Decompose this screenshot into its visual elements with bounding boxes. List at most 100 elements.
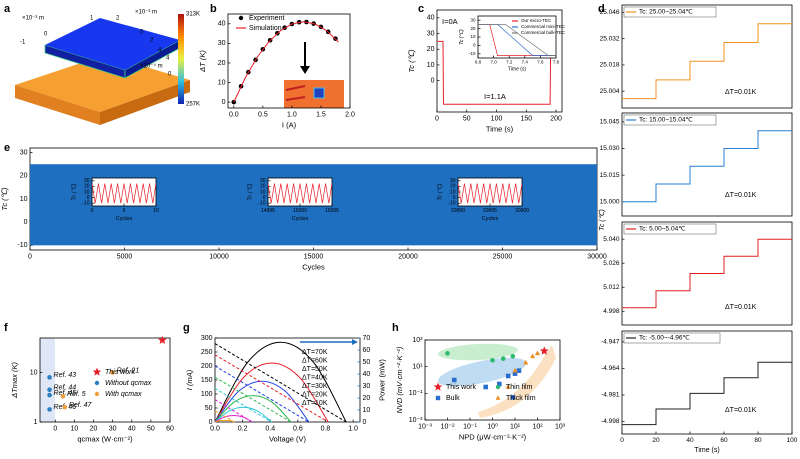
marker (60, 394, 66, 399)
x-tick-label: 7.0 (490, 59, 497, 64)
legend-label: ΔT=40K (302, 374, 328, 381)
point-label: Ref. 47 (69, 402, 93, 409)
legend-label: Our micro-TEC (521, 18, 552, 23)
y-tick-label: 250 (201, 349, 213, 356)
marker (496, 381, 502, 387)
y-tick-label: -10 (82, 201, 89, 207)
y-tick-label: 10 (30, 369, 38, 376)
y2-tick-label: 50 (363, 359, 371, 366)
panel-label: a (4, 3, 11, 15)
legend-box (623, 223, 717, 235)
y-tick-label: 30 (20, 149, 28, 156)
x-tick-label: 20 (652, 437, 660, 444)
x-axis-label: qcmax (W·cm⁻²) (77, 434, 133, 443)
x-tick-label: 0.5 (258, 111, 268, 118)
y-tick-label: 40 (427, 15, 435, 22)
x-axis-label: Cycles (482, 216, 499, 222)
thermal-image (284, 42, 344, 108)
axis-tick: 4 (166, 56, 170, 62)
y-tick-label: -4.947 (601, 339, 620, 346)
x-tick-label: 1.0 (348, 425, 358, 432)
axis-tick: 0 (168, 72, 172, 78)
x-tick-label: 10⁻¹ (463, 423, 477, 430)
legend-label: This work (446, 384, 476, 391)
x-tick-label: 1.5 (316, 111, 326, 118)
y-axis-label: NVD (mV·cm⁻²·K⁻¹) (395, 346, 404, 414)
legend-label: Thick film (506, 395, 536, 402)
x-tick-label: 14995 (261, 208, 275, 214)
y2-tick-label: 40 (363, 371, 371, 378)
legend-label: Tc: 25.00~25.04℃ (639, 9, 693, 16)
y-tick-label: 30 (84, 178, 90, 184)
axis-tick: 4 (158, 48, 162, 54)
annotation: I=0A (442, 17, 458, 26)
marker (62, 404, 68, 410)
axis-unit: ×10⁻³ m (22, 16, 44, 22)
x-axis-label: I (A) (282, 120, 297, 129)
data-line (91, 183, 157, 204)
x-tick-label: 60 (720, 437, 728, 444)
marker (512, 367, 518, 373)
data-line (214, 354, 329, 423)
axis-arrow (300, 339, 358, 345)
x-tick-label: 30000 (515, 208, 529, 214)
legend-label: Tc: 15.00~15.04℃ (639, 117, 693, 124)
y-tick-label: 50 (205, 405, 213, 412)
plot-frame (621, 4, 793, 109)
y-tick-label: 10 (427, 62, 435, 69)
legend-label: This work (105, 369, 135, 376)
y-tick-label: 10 (84, 189, 90, 195)
point-label: Ref. 21 (117, 367, 140, 374)
y-tick-label: 10 (470, 34, 476, 39)
marker (451, 377, 457, 383)
y-tick-label: 40 (218, 21, 226, 28)
point-label: Ref. 45 (54, 390, 77, 397)
y-tick-label: 30 (218, 40, 226, 47)
y-tick-label: 30 (450, 178, 456, 184)
y-tick-label: 100 (201, 391, 213, 398)
x-axis-label: NPD (μW·cm⁻²·K⁻²) (459, 432, 527, 441)
panel-label: d (598, 3, 605, 15)
x-axis-label: Time (s) (486, 124, 514, 133)
x-tick-label: 6.8 (475, 59, 482, 64)
data-line (214, 362, 329, 423)
shaded-region (40, 338, 55, 422)
data-line (622, 23, 792, 100)
marker (231, 99, 237, 105)
y-axis-label: Tc (℃) (246, 183, 253, 200)
legend-label: With qcmax (105, 391, 142, 398)
data-line (233, 21, 339, 103)
marker (47, 392, 52, 398)
plot-frame (227, 13, 351, 109)
annotation: I=1.1A (484, 92, 506, 101)
y-tick-label: 10 (20, 196, 28, 203)
y-tick-label: 15.000 (600, 199, 620, 206)
panel-label: e (4, 142, 10, 154)
legend-label: Commercial mini-TEC (521, 24, 566, 29)
y-tick-label: 5.026 (603, 260, 620, 267)
legend-label: Tc: -5.00~-4.96℃ (639, 335, 691, 342)
x-tick-label: 30 (109, 425, 117, 432)
y-tick-label: 15.045 (600, 119, 620, 126)
x-tick-label: 50 (147, 425, 155, 432)
legend-label: ΔT=60K (302, 357, 328, 364)
marker (94, 380, 100, 386)
y-axis-label: ΔTmax (K) (10, 362, 19, 399)
data-line (478, 24, 556, 56)
legend-label: Without qcmax (105, 380, 152, 387)
x-tick-label: 10¹ (510, 423, 521, 430)
x-axis-label: Time (s) (694, 447, 719, 454)
x-axis-label: Voltage (V) (269, 434, 307, 443)
x-tick-label: 0.0 (229, 111, 239, 118)
y2-axis-label: Power (mW) (377, 359, 386, 401)
marker (433, 382, 443, 391)
x-tick-label: 10000 (209, 253, 229, 260)
y-tick-label: 20 (427, 46, 435, 53)
data-line (457, 183, 523, 204)
y-tick-label: -10 (17, 242, 27, 249)
y-tick-label: 5.012 (603, 284, 620, 291)
legend-label: Experiment (249, 15, 284, 22)
y-tick-label: 0 (24, 219, 28, 226)
y-tick-label: 150 (201, 377, 213, 384)
